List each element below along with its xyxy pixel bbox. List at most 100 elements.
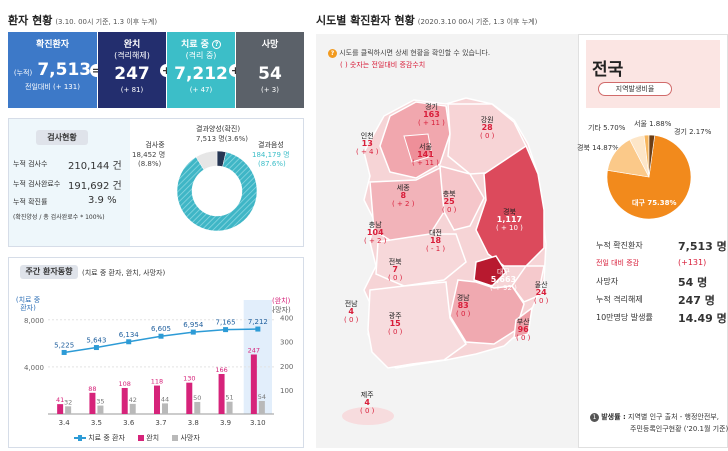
busan-shape[interactable] — [513, 306, 534, 340]
footnote-line2: 주민등록인구현황 ('20.1월 기준) — [630, 425, 728, 433]
right-tick-label: 400 — [280, 315, 293, 323]
treatment-point-label: 6,134 — [119, 331, 140, 339]
treatment-change: (+ 47) — [189, 86, 213, 94]
legend-deaths: 사망자 — [172, 433, 200, 443]
released-card[interactable]: 완치 (격리해제) 247 (+ 81) — [98, 32, 166, 108]
bar-deaths-label: 35 — [96, 398, 104, 406]
jeonbuk-shape[interactable] — [375, 233, 467, 287]
info-icon: ? — [328, 49, 337, 58]
region-jeju[interactable]: 제주 4( 0 ) — [360, 391, 375, 415]
region-busan[interactable]: 부산 96( 0 ) — [516, 318, 531, 342]
confirmed-card[interactable]: 확진환자 (누적) 7,513 전일대비 (+ 131) — [8, 32, 97, 108]
treatment-point — [93, 345, 99, 351]
stat-confirmed: 누적 확진환자 7,513 명 — [596, 240, 727, 253]
korea-map[interactable] — [316, 34, 578, 448]
testing-title: 검사현황 — [36, 130, 88, 145]
pie-label-gita: 기타 5.70% — [588, 124, 626, 132]
region-daegu[interactable]: 대구 5,663( + 92 ) — [490, 268, 517, 292]
x-tick-label: 3.7 — [155, 419, 166, 427]
region-sejong[interactable]: 세종 8( + 2 ) — [392, 184, 415, 208]
region-incheon[interactable]: 인천 13( + 4 ) — [356, 132, 379, 156]
total-tests-value: 210,144 건 — [68, 161, 122, 172]
region-gwangju[interactable]: 광주 15( 0 ) — [388, 312, 403, 336]
confirmed-change: 전일대비 (+ 131) — [25, 83, 80, 91]
bar-released-label: 88 — [88, 385, 96, 393]
jeju-shape[interactable] — [342, 407, 394, 425]
testing-donut-chart — [176, 150, 258, 232]
map-hint: ? 시도를 클릭하시면 상세 현황을 확인할 수 있습니다. — [328, 48, 490, 58]
stat-deaths: 사망자 54 명 — [596, 276, 708, 289]
region-ulsan[interactable]: 울산 24( 0 ) — [534, 281, 549, 305]
region-jeonbuk[interactable]: 전북 7( 0 ) — [388, 258, 403, 282]
region-daejeon[interactable]: 대전 18( - 1 ) — [426, 229, 446, 253]
jeonnam-shape[interactable] — [367, 281, 468, 369]
bar-released — [186, 382, 193, 414]
bar-deaths — [258, 400, 265, 414]
treatment-point — [223, 327, 229, 333]
bar-deaths-label: 32 — [64, 398, 72, 406]
pie-label-gyeonggi: 경기 2.17% — [674, 128, 712, 136]
bar-released — [89, 392, 96, 414]
right-axis-label-2: (사망자) — [266, 306, 291, 314]
bar-deaths — [129, 403, 136, 414]
treatment-label2: (격리 중) — [185, 51, 217, 60]
bar-deaths-label: 44 — [161, 395, 169, 403]
map-hint-change: ( ) 숫자는 전일대비 증감수치 — [340, 61, 426, 69]
bar-deaths-label: 42 — [129, 396, 137, 404]
treatment-point — [158, 333, 164, 339]
treatment-card[interactable]: 치료 중 ? (격리 중) 7,212 (+ 47) — [167, 32, 235, 108]
x-tick-label: 3.4 — [59, 419, 71, 427]
treatment-label: 치료 중 ? — [167, 40, 235, 51]
right-axis-label-1: (완치) — [272, 297, 291, 305]
region-chungnam[interactable]: 충남 104( + 2 ) — [364, 221, 387, 245]
positive-label: 결과양성(확진) — [196, 125, 241, 133]
weekly-title: 주간 환자동향 — [20, 265, 78, 279]
confirmed-label: 확진환자 — [35, 40, 70, 50]
help-icon[interactable]: ? — [212, 40, 222, 49]
region-seoul[interactable]: 서울 141( + 11 ) — [412, 143, 439, 167]
bar-deaths-label: 51 — [225, 394, 233, 402]
treatment-point-label: 5,225 — [54, 341, 74, 349]
seoul-shape[interactable] — [403, 133, 433, 163]
donut-in-progress — [195, 150, 218, 171]
released-label2: (격리해제) — [114, 51, 150, 60]
region-chungbuk[interactable]: 충북 25( 0 ) — [442, 190, 457, 214]
weekly-legend: 치료 중 환자 완치 사망자 — [74, 425, 208, 444]
positive-rate-value: 3.9 % — [88, 195, 117, 206]
right-tick-label: 200 — [280, 363, 293, 371]
bar-released-label: 108 — [119, 380, 131, 388]
chungnam-shape[interactable] — [369, 166, 445, 245]
region-gyeongbuk[interactable]: 경북 1,117( + 10 ) — [496, 208, 523, 232]
stat-incidence: 10만명당 발생률 14.49 명 — [596, 312, 727, 325]
treatment-point — [255, 326, 261, 332]
negative-pct: (87.6%) — [258, 160, 286, 168]
pie-label-gyeongbuk: 경북 14.87% — [577, 144, 619, 152]
positive-rate-note: (확진양성 / 총 검사완료수 * 100%) — [13, 214, 105, 221]
patient-status-title: 환자 현황 (3.10. 00시 기준, 1.3 이후 누계) — [8, 14, 158, 27]
region-ratio-pill[interactable]: 지역발생비율 — [598, 82, 672, 96]
region-gyeonggi[interactable]: 경기 163( + 11 ) — [418, 103, 445, 127]
footnote: 1 발생률 : 지역별 인구 출처 - 행정안전부, — [590, 412, 719, 422]
bar-deaths — [97, 405, 104, 414]
deaths-change: (+ 3) — [260, 86, 279, 94]
bar-deaths-label: 54 — [258, 393, 266, 401]
ulsan-shape[interactable] — [511, 265, 545, 303]
right-tick-label: 300 — [280, 339, 293, 347]
bar-released — [154, 385, 160, 414]
negative-label: 결과음성 — [258, 141, 284, 149]
region-gangwon[interactable]: 강원 28( 0 ) — [480, 116, 495, 140]
positive-rate-label: 누적 확진률 — [13, 198, 48, 206]
bar-released-label: 130 — [183, 375, 195, 383]
left-tick-label: 8,000 — [24, 317, 44, 325]
latest-day-highlight — [243, 300, 272, 414]
released-change: (+ 81) — [120, 86, 144, 94]
negative-value: 184,179 명 — [252, 151, 290, 159]
region-jeonnam[interactable]: 전남 4( 0 ) — [344, 300, 359, 324]
treatment-value: 7,212 — [174, 64, 228, 84]
confirmed-prefix: (누적) — [13, 69, 33, 77]
deaths-card[interactable]: 사망 54 (+ 3) — [236, 32, 304, 108]
region-gyeongnam[interactable]: 경남 83( 0 ) — [456, 294, 471, 318]
bar-released — [250, 354, 257, 414]
daegu-shape[interactable] — [473, 255, 507, 287]
